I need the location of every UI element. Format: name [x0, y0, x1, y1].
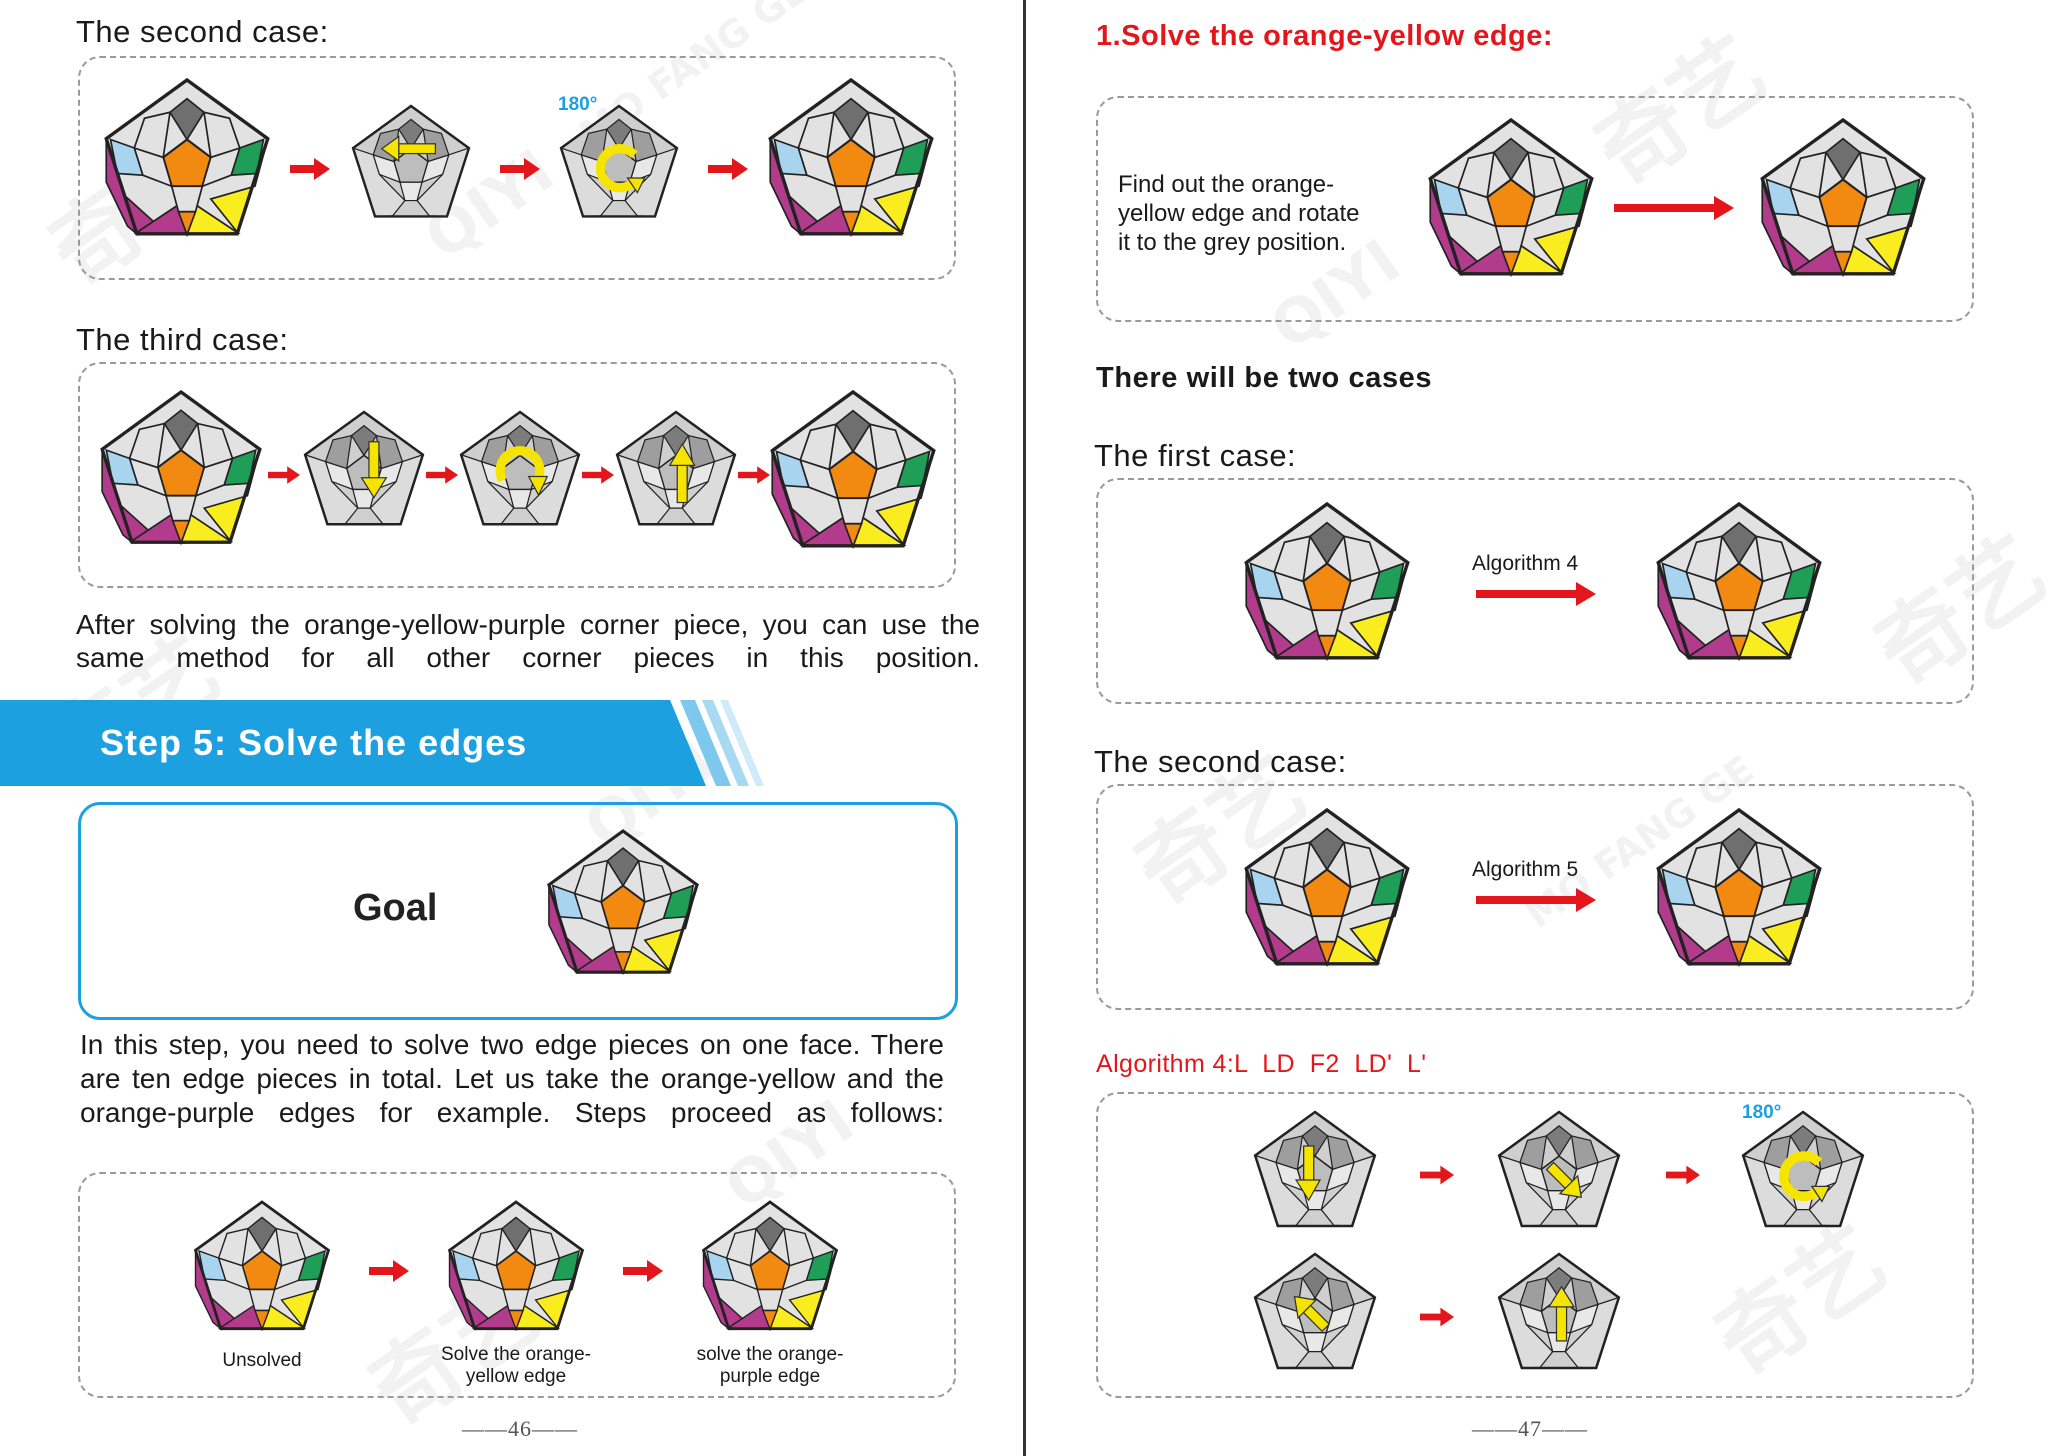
second-case-title: The second case: [1094, 744, 1347, 779]
algorithm-4-box: 180° [1096, 1092, 1974, 1398]
rotate-arrow-icon [1779, 1151, 1831, 1203]
red-arrow-icon [1476, 582, 1596, 606]
banner-shape [0, 700, 764, 786]
section-heading: 1.Solve the orange-yellow edge: [1096, 20, 1554, 52]
algorithm-4-steps: Algorithm 4:L LD F2 LD' L' [1096, 1050, 1427, 1078]
megaminx-unsolved [194, 1200, 330, 1331]
page-number: ——47—— [1472, 1416, 1588, 1441]
two-cases-heading: There will be two cases [1096, 362, 1433, 394]
red-arrow-icon [268, 466, 300, 484]
red-arrow-icon [290, 158, 330, 180]
goal-label: Goal [353, 887, 438, 929]
megaminx-move [459, 410, 581, 526]
down-left-arrow-icon [1294, 1145, 1322, 1202]
megaminx-start [100, 390, 262, 545]
megaminx-before [1244, 502, 1410, 661]
red-arrow-icon [500, 158, 540, 180]
text-line: it to the grey position. [1118, 229, 1347, 256]
red-arrow-icon [708, 158, 748, 180]
third-case-box [78, 362, 956, 588]
third-case-title: The third case: [76, 322, 289, 357]
first-case-box: Algorithm 4 [1096, 478, 1974, 704]
megaminx-before [1428, 118, 1594, 277]
megaminx-move [559, 104, 679, 218]
algorithm-5-label: Algorithm 5 [1472, 858, 1579, 881]
right-page: 奇艺 QIYI 奇艺 奇艺 MO FANG GE 奇艺 1.Solve the … [1026, 0, 2048, 1456]
second-case-box: Algorithm 5 [1096, 784, 1974, 1010]
caption-orange-purple: solve the orange- purple edge [670, 1344, 870, 1388]
up-arrow-icon [1547, 1285, 1576, 1342]
megaminx-end [770, 390, 936, 549]
second-case-box: 180° [78, 56, 956, 280]
edge-steps-box: Unsolved Solve the orange- yellow edge s… [78, 1172, 956, 1398]
red-arrow-icon [1614, 196, 1734, 220]
red-arrow-icon [1666, 1165, 1700, 1185]
find-edge-text: Find out the orange- yellow edge and rot… [1118, 170, 1360, 257]
red-arrow-icon [1420, 1165, 1454, 1185]
down-arrow-icon [360, 441, 388, 499]
caption-orange-yellow: Solve the orange- yellow edge [416, 1344, 616, 1388]
megaminx-end [768, 78, 934, 237]
step-banner: Step 5: Solve the edges [0, 700, 764, 786]
caption-line: Solve the orange- [441, 1344, 591, 1365]
megaminx-move [1253, 1252, 1377, 1370]
megaminx-orange-yellow [448, 1200, 584, 1331]
up-arrow-icon [668, 443, 696, 504]
megaminx-move [1741, 1110, 1865, 1228]
red-arrow-icon [1476, 888, 1596, 912]
intro-text: In this step, you need to solve two edge… [80, 1029, 944, 1128]
left-page: 奇艺 QIYI MO FANG GE 奇艺 QIYI 奇艺 QIYI The s… [0, 0, 1026, 1456]
caption-line: purple edge [719, 1366, 821, 1387]
page-number: ——46—— [462, 1416, 578, 1441]
red-arrow-icon [369, 1260, 409, 1282]
rotate-arrow-icon [495, 446, 549, 497]
first-case-title: The first case: [1094, 438, 1297, 473]
left-arrow-icon [380, 135, 437, 163]
goal-box: Goal [78, 802, 958, 1020]
megaminx-move [1253, 1110, 1377, 1228]
caption-unsolved: Unsolved [222, 1350, 302, 1371]
megaminx-move [351, 104, 471, 218]
up-left-arrow-icon [1293, 1295, 1331, 1333]
caption-line: solve the orange- [696, 1344, 844, 1365]
megaminx-start [104, 78, 270, 237]
megaminx-after [1656, 502, 1822, 661]
algorithm-4-label: Algorithm 4 [1472, 552, 1579, 575]
down-right-arrow-icon [1545, 1161, 1583, 1199]
red-arrow-icon [623, 1260, 663, 1282]
caption-line: yellow edge [465, 1366, 567, 1387]
megaminx-orange-purple [702, 1200, 838, 1331]
angle-label: 180° [1742, 1102, 1782, 1123]
megaminx-move [1497, 1252, 1621, 1370]
red-arrow-icon [582, 466, 614, 484]
second-case-title: The second case: [76, 14, 329, 49]
red-arrow-icon [426, 466, 458, 484]
find-edge-box: Find out the orange- yellow edge and rot… [1096, 96, 1974, 322]
angle-label: 180° [558, 94, 598, 115]
megaminx-move [1497, 1110, 1621, 1228]
step-title: Step 5: Solve the edges [100, 722, 528, 763]
megaminx-move [615, 410, 737, 526]
megaminx-after [1656, 808, 1822, 967]
text-line: Find out the orange- [1118, 171, 1335, 198]
megaminx-move [303, 410, 425, 526]
rotate-arrow-icon [595, 144, 646, 194]
text-line: yellow edge and rotate [1118, 200, 1360, 227]
megaminx-goal [547, 829, 699, 975]
megaminx-before [1244, 808, 1410, 967]
megaminx-after [1760, 118, 1926, 277]
corner-note: After solving the orange-yellow-purple c… [76, 609, 980, 673]
red-arrow-icon [1420, 1307, 1454, 1327]
red-arrow-icon [738, 466, 770, 484]
